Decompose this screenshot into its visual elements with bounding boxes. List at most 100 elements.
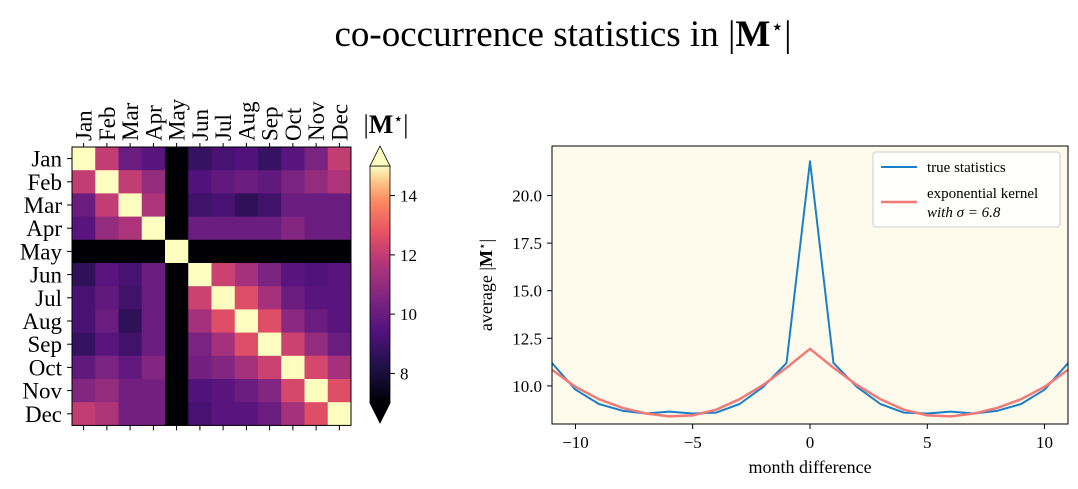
heatmap-cell-dec-oct: [281, 402, 305, 426]
heatmap-cell-mar-jan: [72, 193, 96, 217]
heatmap-cell-nov-jun: [188, 379, 212, 403]
heatmap-cell-mar-sep: [258, 193, 282, 217]
y-axis-label-text: average |: [476, 267, 496, 331]
heatmap-cell-jan-jun: [188, 147, 212, 171]
heatmap-cell-dec-nov: [304, 402, 329, 426]
heatmap-cell-jun-nov: [304, 263, 329, 287]
heatmap-cell-jan-jul: [211, 147, 236, 171]
x-tick-label: 10: [1036, 433, 1053, 452]
heatmap-cell-feb-sep: [258, 170, 282, 194]
heatmap-row-label-apr: Apr: [26, 216, 62, 241]
heatmap-cell-nov-aug: [234, 379, 259, 403]
heatmap-cell-jan-oct: [281, 147, 305, 171]
heatmap-cell-jun-feb: [95, 263, 119, 287]
heatmap-cell-oct-mar: [118, 355, 143, 380]
heatmap-cell-may-jan: [72, 239, 96, 264]
heatmap-cell-nov-may: [165, 379, 189, 403]
heatmap-cell-mar-feb: [95, 193, 119, 217]
heatmap-frame: [71, 146, 352, 426]
y-tick-label: 17.5: [512, 234, 542, 253]
y-tick-label: 10.0: [512, 377, 542, 396]
heatmap-cell-mar-may: [165, 193, 189, 217]
heatmap-row-label-jul: Jul: [35, 286, 62, 311]
heatmap-cell-may-aug: [234, 239, 259, 264]
heatmap-cell-jul-dec: [327, 286, 352, 310]
heatmap-row-label-jan: Jan: [31, 147, 62, 172]
heatmap-cell-dec-sep: [258, 402, 282, 426]
heatmap-cell-nov-dec: [327, 379, 352, 403]
heatmap-cell-apr-jan: [72, 216, 96, 241]
heatmap-cell-jul-oct: [281, 286, 305, 310]
heatmap-cell-apr-sep: [258, 216, 282, 241]
x-tick-label: 5: [923, 433, 932, 452]
heatmap-cell-sep-aug: [234, 332, 259, 357]
heatmap-cell-jun-dec: [327, 263, 352, 287]
heatmap-cell-feb-aug: [234, 170, 259, 194]
heatmap-row-label-feb: Feb: [28, 170, 63, 195]
heatmap-row-label-mar: Mar: [24, 193, 63, 218]
heatmap-cell-sep-oct: [281, 332, 305, 357]
heatmap-cell-apr-jun: [188, 216, 212, 241]
heatmap-cell-dec-may: [165, 402, 189, 426]
heatmap-cell-oct-oct: [281, 355, 305, 380]
heatmap-ticks: [67, 143, 340, 431]
colorbar-ticks: 8 10 12 14: [390, 187, 418, 383]
colorbar-extend-top: [369, 145, 391, 167]
heatmap-cell-jan-dec: [327, 147, 352, 171]
heatmap-cell-oct-jun: [188, 355, 212, 380]
heatmap-cell-jun-oct: [281, 263, 305, 287]
heatmap-column-label-dec: Dec: [327, 104, 352, 141]
heatmap-cell-dec-apr: [141, 402, 166, 426]
colorbar-tick-label: 12: [400, 246, 417, 265]
heatmap-cell-nov-feb: [95, 379, 119, 403]
colorbar-label-star: ⋆: [393, 111, 403, 128]
heatmap-cell-sep-jan: [72, 332, 96, 357]
heatmap-cell-jul-aug: [234, 286, 259, 310]
heatmap-cell-may-sep: [258, 239, 282, 264]
heatmap-column-label-apr: Apr: [141, 105, 166, 141]
heatmap-cell-oct-feb: [95, 355, 119, 380]
heatmap-cell-feb-may: [165, 170, 189, 194]
heatmap-cell-mar-aug: [234, 193, 259, 217]
heatmap-cell-jun-apr: [141, 263, 166, 287]
heatmap-cell-mar-oct: [281, 193, 305, 217]
heatmap-cell-apr-may: [165, 216, 189, 241]
title-symbol: M: [735, 14, 770, 55]
heatmap-column-label-jul: Jul: [211, 114, 236, 141]
heatmap-cell-jan-apr: [141, 147, 166, 171]
legend: true statistics exponential kernel with …: [872, 151, 1061, 228]
heatmap-row-label-may: May: [20, 239, 63, 264]
series-line-exponential-kernel: [552, 347, 1068, 418]
heatmap-cell-mar-jul: [211, 193, 236, 217]
heatmap-cell-sep-jul: [211, 332, 236, 357]
heatmap-cell-dec-jan: [72, 402, 96, 426]
legend-box: [872, 151, 1061, 228]
heatmap-row-label-nov: Nov: [22, 379, 62, 404]
heatmap-cell-feb-jan: [72, 170, 96, 194]
heatmap-cell-jul-apr: [141, 286, 166, 310]
heatmap-cell-apr-jul: [211, 216, 236, 241]
heatmap-cell-feb-jul: [211, 170, 236, 194]
heatmap-cell-sep-apr: [141, 332, 166, 357]
heatmap-cell-aug-dec: [327, 309, 352, 333]
heatmap-cell-jul-nov: [304, 286, 329, 310]
y-axis-label-symbol: M: [476, 250, 496, 267]
x-tick-label: −10: [562, 433, 589, 452]
heatmap-cell-oct-apr: [141, 355, 166, 380]
heatmap-cell-dec-jul: [211, 402, 236, 426]
heatmap-cell-sep-nov: [304, 332, 329, 357]
heatmap-cell-jul-may: [165, 286, 189, 310]
heatmap-cell-feb-mar: [118, 170, 143, 194]
line-series: [552, 160, 1068, 418]
heatmap-row-label-dec: Dec: [25, 402, 62, 427]
y-axis-label-star: ⋆: [475, 243, 489, 251]
heatmap-cell-aug-mar: [118, 309, 143, 333]
heatmap-cell-jan-aug: [234, 147, 259, 171]
legend-label-exponential-kernel-sigma: with σ = 6.8: [927, 205, 1001, 221]
heatmap-cell-mar-nov: [304, 193, 329, 217]
heatmap-cell-jul-jul: [211, 286, 236, 310]
